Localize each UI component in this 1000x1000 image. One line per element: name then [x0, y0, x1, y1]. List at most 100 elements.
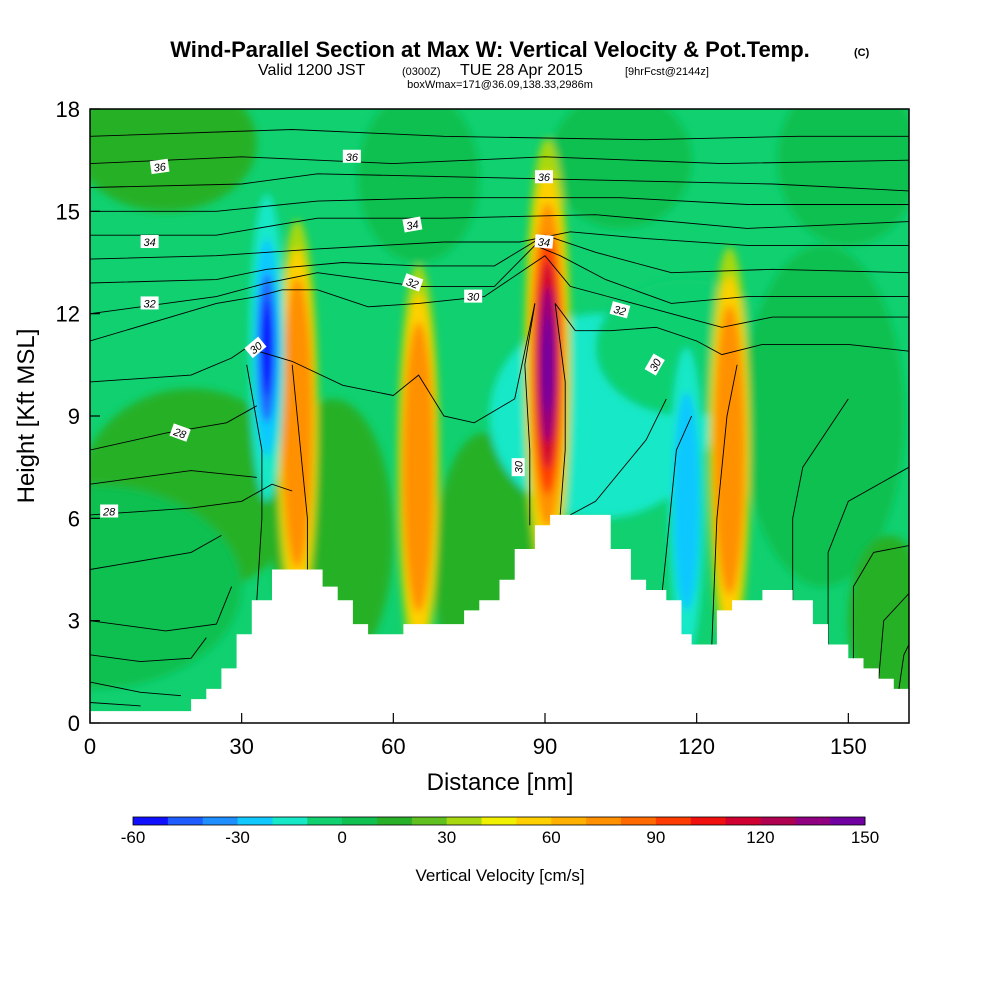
colorbar-swatch	[795, 817, 831, 825]
svg-text:30: 30	[514, 460, 526, 473]
x-tick-label: 150	[830, 734, 867, 759]
y-tick-label: 6	[68, 506, 80, 531]
isentrope-line	[90, 405, 258, 451]
downdraft-core	[260, 300, 274, 396]
colorbar-swatch	[167, 817, 204, 825]
isentrope-line	[90, 483, 293, 516]
isentrope-line	[554, 303, 909, 356]
velocity-patch	[90, 484, 242, 689]
isentropes	[90, 129, 909, 707]
colorbar-swatch	[133, 817, 169, 825]
isentrope-label: 30	[464, 289, 483, 304]
isentrope-line	[878, 593, 909, 679]
isentrope-line	[90, 129, 909, 141]
colorbar-swatch	[655, 817, 692, 825]
colorbar-tick-label: -60	[121, 828, 146, 847]
isentrope-line	[90, 681, 182, 697]
x-tick-label: 90	[533, 734, 557, 759]
colorbar-label: Vertical Velocity [cm/s]	[415, 866, 584, 885]
svg-text:32: 32	[143, 298, 155, 310]
isentrope-line	[90, 535, 222, 570]
svg-text:30: 30	[467, 292, 480, 304]
svg-text:36: 36	[538, 172, 551, 184]
x-tick-label: 0	[84, 734, 96, 759]
isentrope-line	[90, 214, 909, 236]
updraft-core	[714, 305, 746, 596]
isentrope-line	[90, 231, 909, 260]
x-axis-ticks: 0 30 60 90 120 150	[84, 713, 867, 759]
y-tick-label: 3	[68, 609, 80, 634]
y-axis-ticks: 0 3 6 9 12 15 18	[56, 97, 100, 736]
colorbar-swatch	[446, 817, 483, 825]
isentrope-label: 28	[100, 504, 119, 519]
colorbar-tick-label: 0	[337, 828, 346, 847]
velocity-patch	[742, 245, 904, 587]
x-axis-label: Distance [nm]	[427, 769, 574, 796]
chart-title: Wind-Parallel Section at Max W: Vertical…	[170, 37, 810, 62]
svg-text:Valid 1200 JST: Valid 1200 JST	[258, 62, 366, 79]
colorbar-swatch	[237, 817, 273, 825]
isentrope-line	[792, 398, 849, 601]
y-tick-label: 18	[56, 97, 80, 122]
updraft-core	[281, 277, 313, 568]
isentrope-line	[90, 173, 909, 192]
isentrope-label: 34	[402, 216, 423, 233]
velocity-patch	[90, 109, 257, 212]
colorbar-tick-label: -30	[225, 828, 250, 847]
isentrope-line	[524, 303, 536, 526]
colorbar-ticks: -60 -30 0 30 60 90 120 150	[121, 828, 879, 847]
isentrope-line	[90, 156, 909, 165]
isentrope-line	[90, 197, 909, 212]
isentrope-line	[246, 364, 263, 601]
subtitle-utc: (0300Z)	[402, 66, 441, 78]
colorbar-swatch	[411, 817, 448, 825]
colorbar-tick-label: 150	[851, 828, 879, 847]
colorbar-swatch	[690, 817, 727, 825]
isentrope-line	[90, 637, 207, 663]
colorbar-swatch	[551, 817, 587, 825]
colorbar-swatch	[830, 817, 866, 825]
colorbar-swatch	[307, 817, 343, 825]
x-tick-label: 60	[381, 734, 405, 759]
svg-text:34: 34	[406, 219, 420, 233]
isentrope-line	[90, 702, 141, 707]
isentrope-line	[711, 364, 738, 645]
chart-subtitle: Valid 1200 JST (0300Z) TUE 28 Apr 2015 […	[258, 62, 709, 79]
isentrope-label: 30	[644, 353, 665, 376]
isentrope-line	[570, 398, 667, 516]
isentrope-line	[827, 466, 909, 645]
svg-text:36: 36	[346, 152, 359, 164]
svg-text:34: 34	[143, 237, 155, 249]
colorbar-tick-label: 60	[542, 828, 561, 847]
isentrope-label: 34	[534, 234, 554, 250]
subtitle-valid: Valid 1200 JST	[258, 62, 366, 79]
isentrope-label: 32	[401, 273, 424, 292]
svg-text:32: 32	[612, 304, 627, 319]
updraft-core	[403, 322, 435, 613]
isentrope-label: 36	[534, 170, 553, 184]
svg-text:28: 28	[102, 507, 116, 519]
isentrope-label: 36	[149, 158, 170, 175]
isentrope-line	[291, 364, 308, 570]
x-tick-label: 30	[229, 734, 253, 759]
y-tick-label: 12	[56, 302, 80, 327]
colorbar-swatch	[342, 817, 378, 825]
svg-text:28: 28	[171, 426, 188, 442]
subtitle-date: TUE 28 Apr 2015	[460, 62, 583, 79]
colorbar-swatch	[586, 817, 622, 825]
isentrope-label: 32	[140, 296, 159, 310]
y-tick-label: 15	[56, 199, 80, 224]
y-tick-label: 9	[68, 404, 80, 429]
colorbar-swatch	[202, 817, 239, 825]
copyright-mark: (C)	[854, 47, 870, 59]
isentrope-line	[90, 470, 257, 485]
velocity-patch	[777, 109, 909, 246]
updraft-core	[541, 316, 554, 414]
isentrope-line	[898, 644, 909, 689]
colorbar-swatch	[621, 817, 657, 825]
isentrope-line	[554, 303, 566, 515]
x-tick-label: 120	[678, 734, 715, 759]
